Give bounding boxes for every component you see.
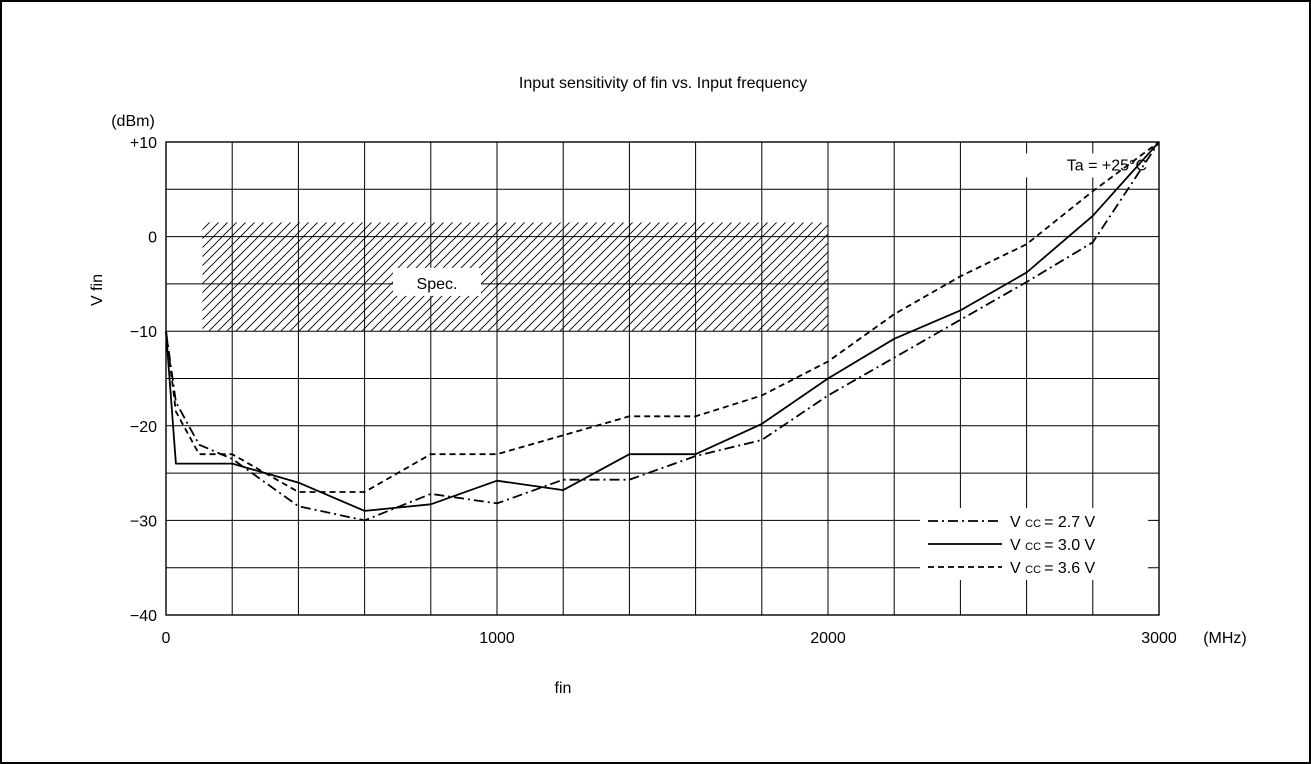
y-tick-label: −40 [130, 608, 157, 625]
legend-label-prefix: V [1010, 560, 1025, 577]
legend-label-prefix: V [1010, 537, 1025, 554]
legend-label: V CC = 3.6 V [1010, 560, 1096, 577]
x-tick-label: 3000 [1141, 630, 1177, 647]
legend-label: V CC = 3.0 V [1010, 537, 1096, 554]
y-tick-label: −30 [130, 513, 157, 530]
legend-label-sub: CC [1025, 564, 1044, 576]
spec-label-bg [393, 267, 481, 296]
y-tick-label: +10 [130, 135, 157, 152]
y-unit-label: (dBm) [111, 113, 155, 130]
x-axis-title: fin [555, 680, 572, 697]
annotation-bg [990, 153, 1146, 178]
x-tick-label: 0 [162, 630, 171, 647]
legend-label: V CC = 2.7 V [1010, 514, 1096, 531]
y-tick-label: −20 [130, 419, 157, 436]
legend-label-sub: CC [1025, 518, 1044, 530]
legend-label-sub: CC [1025, 541, 1044, 553]
x-tick-label: 1000 [479, 630, 515, 647]
y-axis-title: V fin [89, 274, 106, 306]
y-tick-label: 0 [148, 230, 157, 247]
x-unit-label: (MHz) [1203, 630, 1247, 647]
series-line [165, 141, 1160, 493]
legend-label-suffix: = 3.0 V [1044, 537, 1095, 554]
plot-border [165, 141, 1160, 616]
x-tick-label: 2000 [810, 630, 846, 647]
spec-label: Spec. [417, 276, 458, 293]
legend-label-prefix: V [1010, 514, 1025, 531]
y-tick-label: −10 [130, 324, 157, 341]
chart-title: Input sensitivity of fin vs. Input frequ… [519, 75, 807, 92]
legend-label-suffix: = 3.6 V [1044, 560, 1095, 577]
legend-label-suffix: = 2.7 V [1044, 514, 1095, 531]
series-line [165, 141, 1160, 522]
series-line [165, 141, 1160, 512]
spec-region [202, 222, 828, 332]
plot-area: Spec. Ta = +25°C +10 0 −10 −20 −30 −40 0 1000 2000… [130, 135, 1177, 647]
temperature-annotation: Ta = +25°C [1067, 157, 1147, 174]
